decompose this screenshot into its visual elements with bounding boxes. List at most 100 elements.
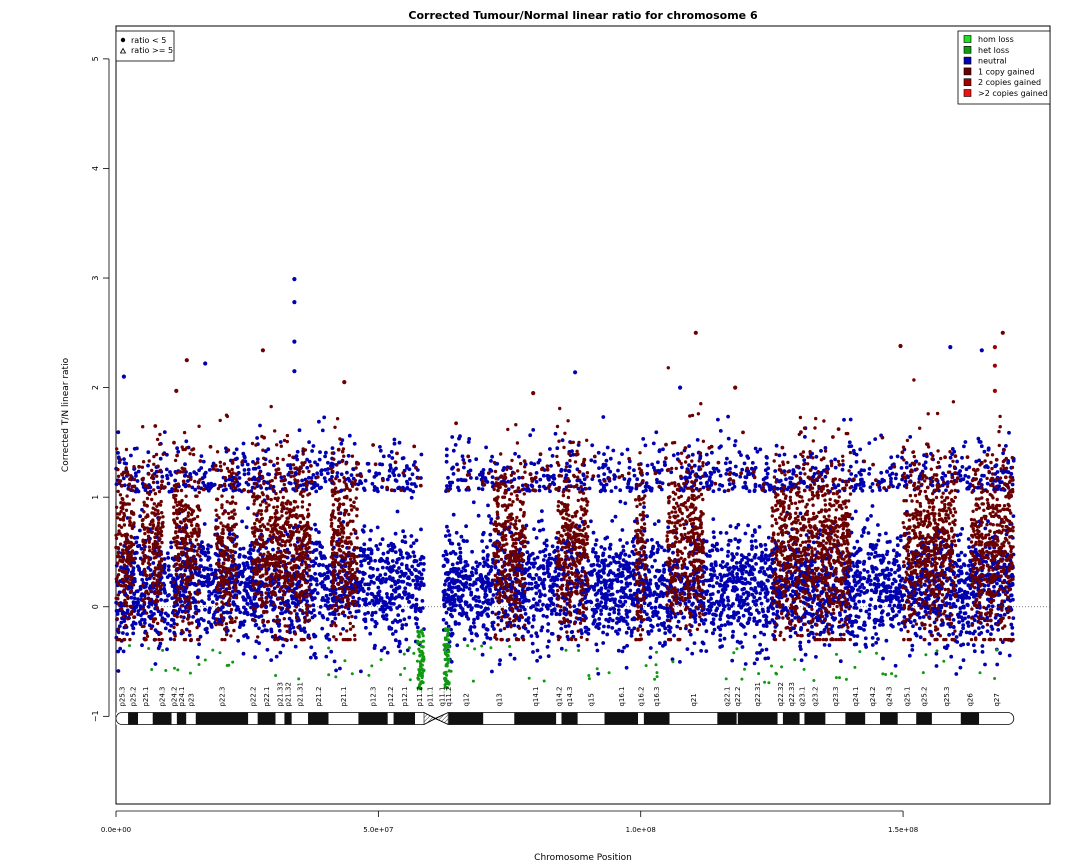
data-point <box>206 574 211 579</box>
data-point <box>890 596 894 601</box>
data-point <box>852 578 857 582</box>
data-point <box>403 586 408 591</box>
data-point <box>158 612 163 617</box>
data-point <box>535 555 540 560</box>
data-point <box>385 650 390 655</box>
data-point <box>731 585 736 590</box>
data-point <box>550 590 555 595</box>
data-point <box>867 612 872 617</box>
data-point <box>991 562 996 566</box>
data-point <box>897 599 902 604</box>
data-point <box>870 564 874 569</box>
data-point <box>413 609 418 614</box>
data-point <box>900 576 905 581</box>
data-point <box>508 652 513 657</box>
data-point <box>492 627 496 631</box>
data-point <box>257 641 261 645</box>
data-point <box>758 542 763 547</box>
data-point <box>559 626 564 631</box>
data-point <box>649 629 654 633</box>
data-point <box>459 534 464 539</box>
data-point <box>170 583 175 588</box>
data-point <box>764 620 769 625</box>
data-point <box>718 633 723 638</box>
data-point <box>403 592 407 597</box>
data-point <box>547 552 552 557</box>
data-point <box>667 567 672 572</box>
data-point <box>608 561 613 566</box>
data-point <box>961 604 966 609</box>
data-point <box>1010 632 1015 636</box>
data-point <box>565 634 570 639</box>
data-point <box>216 553 221 558</box>
data-point <box>241 546 246 551</box>
data-point <box>648 618 653 622</box>
data-point <box>227 532 232 537</box>
data-point <box>140 643 144 648</box>
data-point <box>327 569 331 574</box>
data-point <box>149 602 154 607</box>
data-point <box>457 611 462 616</box>
data-point <box>743 662 748 666</box>
data-point <box>752 634 757 639</box>
data-point <box>631 597 636 601</box>
data-point <box>481 600 486 605</box>
data-point <box>490 669 494 674</box>
data-point <box>657 641 662 645</box>
data-point <box>703 618 708 622</box>
data-point <box>584 600 588 605</box>
data-point <box>369 591 374 596</box>
data-point <box>168 637 173 641</box>
data-point <box>873 546 878 550</box>
data-point <box>662 567 666 572</box>
data-point <box>858 608 863 613</box>
data-point <box>881 656 885 661</box>
data-point <box>483 592 488 597</box>
data-point <box>655 610 660 615</box>
data-point <box>447 533 452 537</box>
data-point <box>367 574 372 579</box>
data-point <box>608 578 612 582</box>
data-point <box>484 574 488 579</box>
data-point <box>715 575 720 580</box>
data-point <box>554 575 558 580</box>
data-point <box>512 656 517 661</box>
data-point <box>766 535 771 540</box>
data-point <box>629 633 634 638</box>
data-point <box>314 655 318 660</box>
data-point <box>311 564 316 568</box>
data-point <box>254 639 259 644</box>
data-point <box>726 543 731 547</box>
data-point <box>971 643 976 648</box>
data-point <box>463 568 468 573</box>
data-point <box>652 522 657 526</box>
data-point <box>322 587 327 591</box>
data-point <box>321 563 325 567</box>
data-point <box>474 568 478 572</box>
data-point <box>950 542 954 547</box>
data-point <box>410 564 415 569</box>
data-point <box>545 564 550 569</box>
data-point <box>413 616 418 621</box>
data-point <box>313 651 317 656</box>
data-point <box>873 606 878 610</box>
data-point <box>606 624 611 629</box>
data-point <box>753 539 758 543</box>
data-point <box>540 625 545 630</box>
data-point <box>472 625 477 629</box>
data-point <box>726 549 731 554</box>
data-point <box>732 576 736 580</box>
data-point <box>734 525 739 530</box>
data-point <box>591 549 595 554</box>
data-point <box>534 573 539 577</box>
data-point <box>542 571 546 576</box>
data-point <box>451 512 456 517</box>
data-point <box>998 613 1003 618</box>
data-point <box>758 642 762 647</box>
data-point <box>764 547 768 552</box>
data-point <box>599 612 603 616</box>
data-point <box>373 610 378 615</box>
data-point <box>747 611 752 616</box>
data-point <box>954 672 959 676</box>
data-point <box>989 624 994 629</box>
